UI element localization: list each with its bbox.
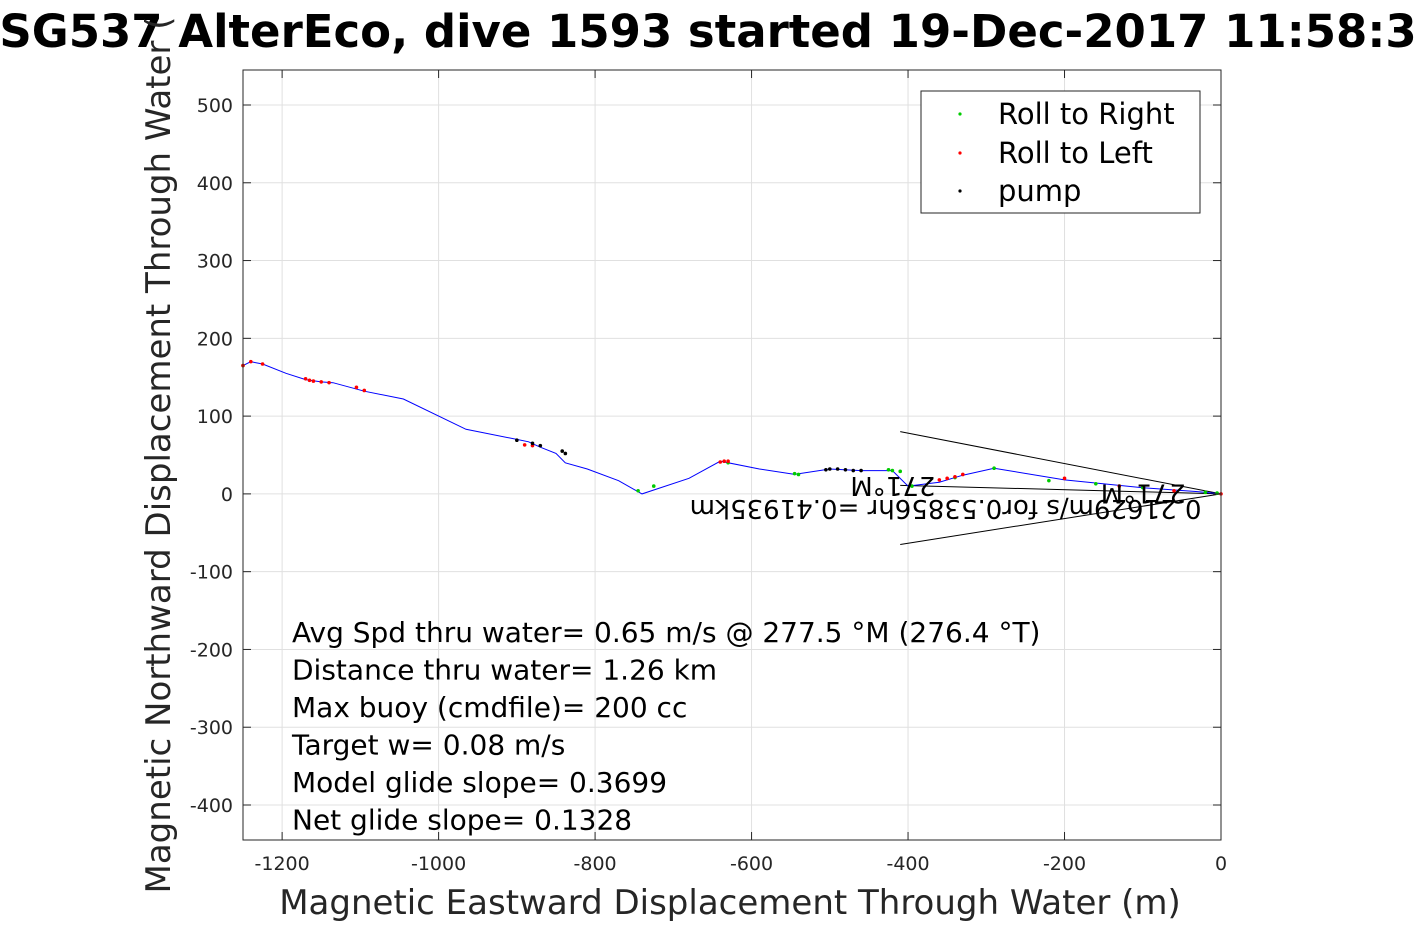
pump-point <box>859 468 863 473</box>
roll-left-point <box>953 474 957 479</box>
pump-point <box>515 438 519 443</box>
info-line: Model glide slope= 0.3699 <box>292 766 667 799</box>
roll-right-point <box>992 466 996 471</box>
y-axis-label: Magnetic Northward Displacement Through … <box>139 17 179 894</box>
y-tick-label: 400 <box>197 173 233 195</box>
legend-box <box>920 90 1201 214</box>
y-tick-label: -100 <box>190 562 233 584</box>
legend-marker-roll-left <box>958 151 962 155</box>
roll-left-point <box>249 359 253 364</box>
roll-right-point <box>1203 490 1208 495</box>
pump-point <box>835 467 840 471</box>
reference-lines <box>900 431 1222 545</box>
roll-left-point <box>362 388 367 393</box>
y-tick-label: 0 <box>221 484 233 506</box>
roll-left-point <box>1062 476 1067 481</box>
data-points <box>241 359 1223 496</box>
y-tick-label: 500 <box>197 95 233 117</box>
y-tick-label: 100 <box>197 406 233 428</box>
roll-right-point <box>792 471 797 476</box>
roll-right-point <box>796 472 801 477</box>
x-tick-label: -200 <box>1043 853 1086 875</box>
roll-right-point <box>1140 485 1145 490</box>
y-tick-label: 300 <box>197 251 233 273</box>
info-line: Avg Spd thru water= 0.65 m/s @ 277.5 °M … <box>292 616 1040 649</box>
roll-right-point <box>890 468 895 473</box>
roll-left-point <box>961 472 965 477</box>
pump-point <box>824 467 828 472</box>
legend: Roll to Right Roll to Left pump <box>920 90 1201 214</box>
roll-right-point <box>636 488 640 493</box>
roll-right-point <box>886 467 891 472</box>
roll-left-point <box>319 380 324 384</box>
pump-point <box>530 441 535 446</box>
ticks: -1200 -1000 -800 -600 -400 -200 0-400-300-200-… <box>190 70 1227 875</box>
roll-left-point <box>260 362 265 366</box>
roll-right-point <box>1094 481 1098 486</box>
x-tick-label: -400 <box>886 853 929 875</box>
roll-left-point <box>726 459 730 464</box>
roll-left-point <box>307 378 312 383</box>
roll-left-point <box>303 376 308 381</box>
x-axis-label: Magnetic Eastward Displacement Through W… <box>279 883 1181 923</box>
info-block: Avg Spd thru water= 0.65 m/s @ 277.5 °M … <box>291 616 1040 837</box>
legend-label-pump: pump <box>998 174 1081 208</box>
info-line: Target w= 0.08 m/s <box>291 729 565 762</box>
legend-label-roll-right: Roll to Right <box>998 97 1175 131</box>
roll-right-point <box>1047 478 1051 483</box>
roll-right-point <box>651 484 656 488</box>
pump-point <box>828 467 832 471</box>
plot-frame <box>242 69 1222 841</box>
x-tick-label: -1000 <box>411 853 466 875</box>
legend-marker-pump <box>958 189 962 193</box>
annotation-label: 271°M <box>1101 478 1186 508</box>
info-line: Distance thru water= 1.26 km <box>292 654 717 687</box>
x-tick-label: -1200 <box>255 853 310 875</box>
roll-right-point <box>898 469 903 474</box>
roll-left-point <box>311 379 316 383</box>
pump-point <box>560 449 565 453</box>
roll-left-point <box>354 385 359 390</box>
annotation-label: 271°M <box>850 470 935 500</box>
y-tick-label: -200 <box>190 639 233 661</box>
heading-line <box>900 493 1222 545</box>
x-tick-label: -600 <box>730 853 773 875</box>
pump-point <box>851 468 856 473</box>
legend-label-roll-left: Roll to Left <box>998 136 1153 170</box>
legend-marker-roll-right <box>958 112 962 116</box>
y-tick-label: -300 <box>190 717 233 739</box>
x-tick-label: 0 <box>1215 853 1227 875</box>
y-tick-label: -400 <box>190 795 233 817</box>
roll-right-point <box>910 484 914 488</box>
annotation-label: 0.21629m/s for0.53856hr =0.41935km <box>690 493 1202 523</box>
heading-line <box>900 484 1222 495</box>
heading-line <box>900 431 1222 495</box>
x-tick-label: -800 <box>574 853 617 875</box>
pump-point <box>563 451 568 456</box>
roll-left-point <box>522 443 527 447</box>
roll-left-point <box>1117 484 1122 488</box>
roll-left-point <box>937 478 942 482</box>
roll-left-point <box>945 476 949 481</box>
chart-title: SG537 AlterEco, dive 1593 started 19-Dec… <box>0 5 1417 58</box>
pump-point <box>843 467 848 472</box>
roll-left-point <box>722 459 726 464</box>
y-tick-label: 200 <box>197 328 233 350</box>
info-line: Max buoy (cmdfile)= 200 cc <box>292 691 687 724</box>
roll-left-point <box>327 380 331 385</box>
info-line: Net glide slope= 0.1328 <box>292 804 632 837</box>
pump-point <box>538 443 543 448</box>
roll-left-point <box>1172 488 1176 493</box>
roll-left-point <box>718 460 723 464</box>
